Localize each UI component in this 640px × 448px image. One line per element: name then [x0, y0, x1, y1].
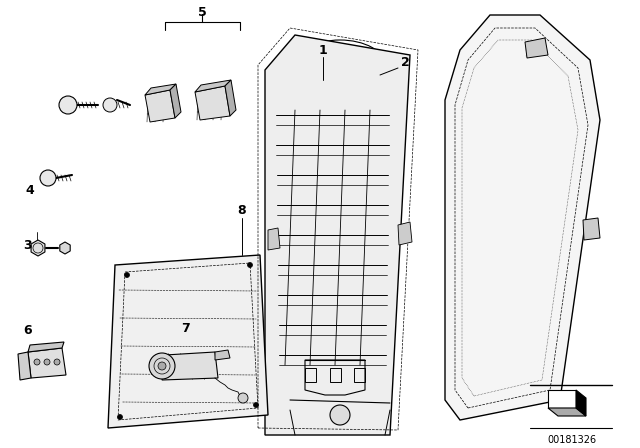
Text: 2: 2: [401, 56, 410, 69]
Circle shape: [44, 359, 50, 365]
Polygon shape: [60, 242, 70, 254]
Text: 7: 7: [180, 322, 189, 335]
Polygon shape: [548, 390, 576, 408]
Circle shape: [248, 263, 253, 267]
Circle shape: [253, 402, 259, 408]
Text: 4: 4: [26, 184, 35, 197]
Polygon shape: [268, 228, 280, 250]
Polygon shape: [31, 240, 45, 256]
Polygon shape: [145, 84, 176, 95]
Polygon shape: [195, 86, 230, 120]
Polygon shape: [215, 350, 230, 360]
Circle shape: [103, 98, 117, 112]
Polygon shape: [145, 90, 175, 122]
Polygon shape: [18, 352, 31, 380]
Polygon shape: [548, 408, 586, 416]
Text: 6: 6: [24, 323, 32, 336]
Polygon shape: [195, 80, 231, 92]
Circle shape: [34, 359, 40, 365]
Polygon shape: [445, 15, 600, 420]
Circle shape: [118, 414, 122, 419]
Text: 8: 8: [237, 203, 246, 216]
Circle shape: [59, 96, 77, 114]
Polygon shape: [28, 348, 66, 378]
Polygon shape: [525, 38, 548, 58]
Polygon shape: [28, 342, 64, 352]
Polygon shape: [162, 352, 218, 380]
Polygon shape: [398, 222, 412, 245]
Circle shape: [158, 362, 166, 370]
Circle shape: [125, 272, 129, 277]
Polygon shape: [576, 390, 586, 416]
Polygon shape: [225, 80, 236, 116]
Circle shape: [238, 393, 248, 403]
Text: 1: 1: [319, 43, 328, 56]
Circle shape: [54, 359, 60, 365]
Circle shape: [330, 405, 350, 425]
Text: 3: 3: [24, 238, 32, 251]
Polygon shape: [583, 218, 600, 240]
Text: 00181326: 00181326: [547, 435, 596, 445]
Polygon shape: [265, 35, 410, 435]
Polygon shape: [170, 84, 181, 118]
Text: 5: 5: [198, 5, 206, 18]
Polygon shape: [108, 255, 268, 428]
Circle shape: [40, 170, 56, 186]
Circle shape: [149, 353, 175, 379]
